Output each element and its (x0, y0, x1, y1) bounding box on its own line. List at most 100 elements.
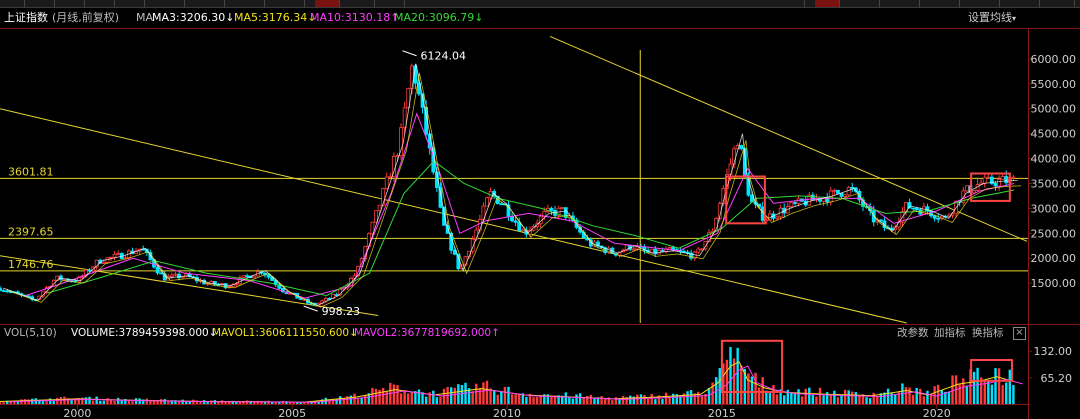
toolbar-tab[interactable] (975, 0, 1000, 7)
volume-bar (958, 383, 961, 404)
volume-bar (568, 396, 571, 404)
candle-body (997, 179, 1001, 187)
volume-bar (979, 377, 983, 404)
index-name[interactable]: 上证指数 (4, 11, 48, 24)
candle-body (94, 259, 99, 268)
volume-bar (442, 388, 446, 404)
candle-body (241, 275, 246, 279)
candle-body (284, 291, 289, 294)
toolbar-tab[interactable] (895, 0, 920, 7)
candle-body (481, 205, 486, 220)
toolbar-tab[interactable] (90, 0, 115, 7)
volume-bar (134, 398, 138, 404)
toolbar-tab[interactable] (855, 0, 880, 7)
toolbar-tab[interactable] (120, 0, 145, 7)
toolbar-tab[interactable] (0, 0, 25, 7)
candle-body (914, 207, 919, 210)
volume-bar (772, 385, 775, 404)
candle-body (280, 287, 285, 293)
volume-bar (73, 398, 77, 404)
volume-bar (607, 397, 610, 404)
candle-body (62, 278, 67, 281)
candle-body (660, 250, 665, 252)
candle-body (610, 247, 615, 254)
candle-body (785, 206, 790, 214)
volume-bar (797, 389, 800, 404)
candle-body (653, 248, 658, 255)
candle-body (420, 93, 425, 108)
candle-body (735, 145, 740, 150)
volume-bar (310, 402, 313, 404)
candle-body (205, 282, 210, 285)
candle-body (302, 298, 307, 301)
candle-body (828, 190, 833, 203)
toolbar-tab[interactable] (60, 0, 85, 7)
toolbar-tab[interactable] (935, 0, 960, 7)
volume-bar (231, 400, 234, 404)
toolbar-tab[interactable] (240, 0, 265, 7)
toolbar-tab[interactable] (1050, 0, 1075, 7)
volume-bar (449, 387, 453, 404)
toolbar-tab[interactable] (280, 0, 305, 7)
toolbar-tab-active[interactable] (315, 0, 340, 7)
candle-body (506, 204, 511, 217)
candle-body (19, 293, 24, 296)
volume-bar (818, 387, 822, 404)
trend-line (0, 108, 907, 324)
volume-bar (324, 397, 328, 404)
volume-bar (152, 400, 156, 404)
candle-body (445, 224, 450, 234)
candle-body (384, 176, 389, 190)
caret-down-icon: ▾ (1012, 14, 1017, 23)
vol-y-tick-label: 132.00 (1034, 345, 1073, 358)
volume-indicator-title[interactable]: VOL(5,10) (4, 327, 57, 339)
candle-body (889, 227, 894, 230)
trend-line (0, 255, 379, 317)
volume-bar (926, 390, 929, 404)
toolbar-tab[interactable] (30, 0, 55, 7)
volume-bar (646, 399, 650, 404)
volume-bar (994, 368, 997, 404)
candle-body (606, 247, 611, 253)
volume-bar (482, 382, 485, 404)
toolbar-tab[interactable] (780, 0, 805, 7)
volume-bar (335, 399, 338, 404)
candle-body (721, 188, 726, 204)
toolbar-tab[interactable] (350, 0, 375, 7)
toolbar-tab[interactable] (160, 0, 185, 7)
volume-bar (614, 397, 618, 404)
toolbar-tab[interactable] (380, 0, 405, 7)
add-indicator-button[interactable]: 加指标 (934, 327, 966, 339)
candle-body (800, 198, 805, 202)
candle-body (341, 287, 346, 290)
candle-body (986, 176, 991, 179)
volume-bar (915, 387, 918, 404)
candle-body (33, 299, 38, 301)
highlight-box (970, 172, 1011, 202)
candle-body (750, 194, 754, 203)
candle-body (728, 163, 733, 175)
candle-body (793, 202, 797, 204)
candle-body (370, 221, 375, 235)
volume-bar (328, 400, 331, 404)
candle-body (972, 189, 976, 194)
y-tick-label: 2500.00 (1031, 227, 1077, 240)
change-params-button[interactable]: 改参数 (897, 327, 929, 339)
volume-bar (238, 401, 242, 404)
candle-body (152, 259, 156, 268)
ma-settings-button[interactable]: 设置均线▾ (968, 8, 1016, 29)
switch-indicator-button[interactable]: 换指标 (972, 327, 1004, 339)
volume-bar (528, 393, 532, 404)
volume-bar (815, 396, 818, 404)
toolbar-tab-active[interactable] (815, 0, 840, 7)
candle-body (685, 251, 690, 254)
volume-bar (589, 394, 593, 404)
volume-bar (281, 400, 285, 404)
toolbar-tab[interactable] (1015, 0, 1040, 7)
ma-line (6, 72, 1021, 308)
toolbar-tab[interactable] (200, 0, 225, 7)
volume-bar (185, 401, 188, 404)
close-icon[interactable]: × (1013, 327, 1026, 340)
candle-body (807, 194, 812, 206)
volume-bar (145, 398, 149, 404)
